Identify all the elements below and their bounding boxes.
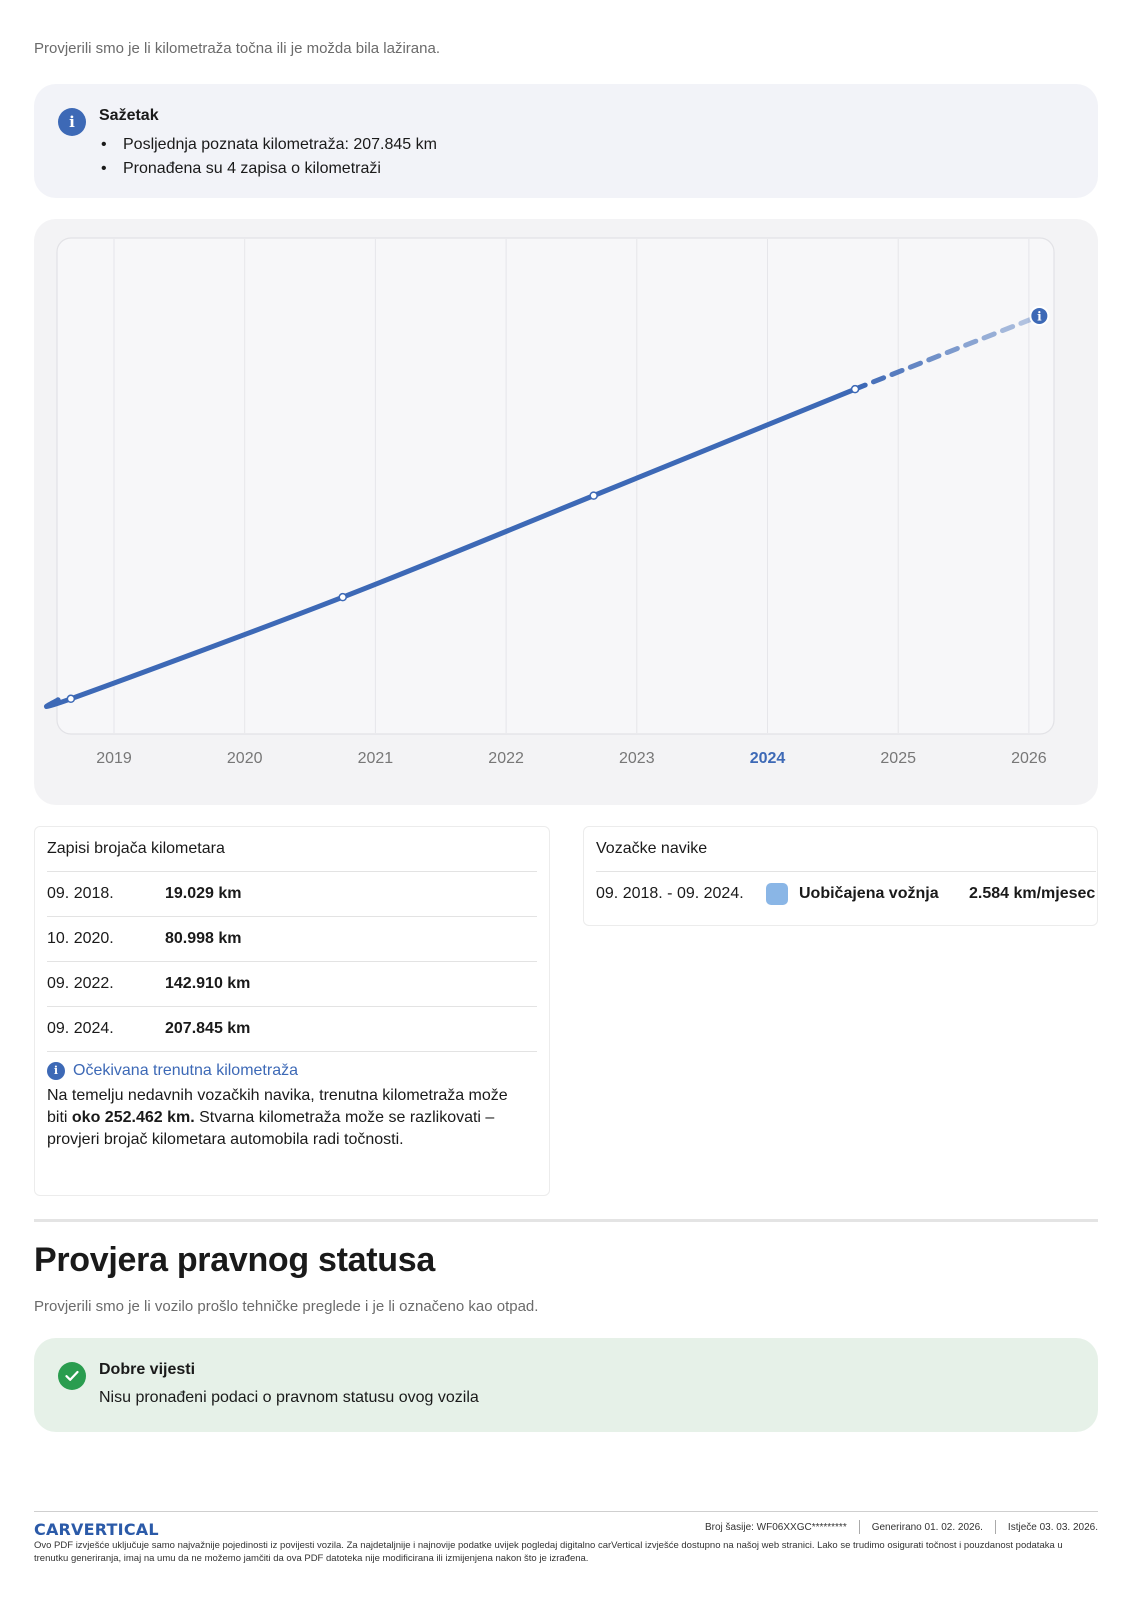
x-tick-label: 2024: [750, 750, 786, 767]
projection-segment: [907, 360, 923, 370]
record-date: 09. 2022.: [47, 975, 114, 992]
driving-habits-card: Vozačke navike 09. 2018. - 09. 2024. Uob…: [583, 826, 1098, 926]
good-news-box: Dobre vijesti Nisu pronađeni podaci o pr…: [34, 1338, 1098, 1432]
data-points: i: [66, 305, 1050, 704]
legend-swatch: [766, 883, 788, 905]
expiry-date: Istječe 03. 03. 2026.: [1007, 1521, 1098, 1533]
good-news-text: Nisu pronađeni podaci o pravnom statusu …: [99, 1389, 479, 1406]
habits-row: 09. 2018. - 09. 2024. Uobičajena vožnja …: [596, 871, 1096, 916]
x-tick-label: 2022: [488, 750, 524, 767]
projection-segment: [1018, 316, 1034, 326]
section-divider: [34, 1219, 1098, 1222]
projection-segment: [870, 375, 887, 385]
summary-box: i Sažetak Posljednja poznata kilometraža…: [34, 84, 1098, 198]
projection-segment: [999, 324, 1016, 334]
x-tick-label: 2026: [1011, 750, 1047, 767]
records-title: Zapisi brojača kilometara: [47, 840, 225, 857]
record-km: 142.910 km: [165, 975, 251, 992]
divider: [47, 1051, 537, 1052]
expected-mileage-title: Očekivana trenutna kilometraža: [73, 1062, 298, 1079]
record-date: 10. 2020.: [47, 930, 114, 947]
data-point: [338, 592, 347, 602]
habits-title: Vozačke navike: [596, 840, 708, 857]
record-date: 09. 2024.: [47, 1020, 114, 1037]
vin-number: Broj šasije: WF06XXGC*********: [705, 1521, 847, 1533]
good-news-title: Dobre vijesti: [99, 1361, 196, 1378]
summary-item: Posljednja poznata kilometraža: 207.845 …: [99, 133, 437, 157]
grid-lines: [113, 239, 1030, 733]
x-tick-label: 2019: [96, 750, 132, 767]
odometer-records-card: Zapisi brojača kilometara 09. 2018. 19.0…: [34, 826, 550, 1196]
plot-area: [56, 237, 1055, 735]
projection-segment: [926, 353, 942, 363]
record-km: 19.029 km: [165, 885, 242, 902]
carvertical-logo: CARVERTICAL: [34, 1520, 159, 1539]
projection-segment: [981, 331, 997, 341]
expected-mileage-value: oko 252.462 km.: [71, 1109, 195, 1126]
projection-segment: [944, 346, 960, 356]
summary-list: Posljednja poznata kilometraža: 207.845 …: [99, 133, 437, 181]
generated-date: Generirano 01. 02. 2026.: [871, 1521, 983, 1533]
projection-segment: [963, 338, 979, 348]
data-point: [589, 491, 598, 500]
footer-divider: [34, 1511, 1098, 1512]
record-km: 207.845 km: [165, 1020, 251, 1037]
mileage-chart: i 2019 2020 2021 2022 2023 2024 2025 2026: [43, 237, 1055, 767]
mileage-chart-card: i 2019 2020 2021 2022 2023 2024 2025 2026: [34, 219, 1098, 805]
page-title: Provjera pravnog statusa: [34, 1241, 435, 1279]
expected-mileage-header: i Očekivana trenutna kilometraža: [47, 1062, 298, 1080]
data-point: [66, 694, 76, 704]
footer-disclaimer: Ovo PDF izvješće uključuje samo najvažni…: [34, 1540, 1063, 1564]
table-row: 09. 2024. 207.845 km: [47, 1006, 537, 1051]
x-tick-label: 2025: [880, 750, 916, 767]
check-icon: [58, 1362, 86, 1390]
x-tick-label: 2020: [227, 750, 263, 767]
habits-label: Uobičajena vožnja: [799, 885, 939, 902]
habits-rate: 2.584 km/mjesec: [969, 885, 1096, 902]
expected-mileage-text: Na temelju nedavnih vozačkih navika, tre…: [47, 1087, 508, 1148]
info-icon: i: [47, 1062, 65, 1080]
projection-segment: [889, 367, 905, 377]
projection-info-icon: [1029, 305, 1050, 326]
x-tick-label: 2021: [358, 750, 394, 767]
x-tick-label: 2023: [619, 750, 655, 767]
table-row: 09. 2022. 142.910 km: [47, 961, 537, 1006]
info-icon: i: [58, 108, 86, 136]
data-point: [850, 384, 860, 394]
record-date: 09. 2018.: [47, 885, 114, 902]
info-icon-glyph: i: [1037, 309, 1042, 323]
legal-subtitle: Provjerili smo je li vozilo prošlo tehni…: [34, 1298, 539, 1315]
habits-period: 09. 2018. - 09. 2024.: [596, 885, 744, 902]
footer-meta: Broj šasije: WF06XXGC********* Generiran…: [705, 1520, 1098, 1534]
section-intro-text: Provjerili smo je li kilometraža točna i…: [34, 40, 440, 57]
record-km: 80.998 km: [165, 930, 242, 947]
summary-item: Pronađena su 4 zapisa o kilometraži: [99, 157, 437, 181]
table-row: 09. 2018. 19.029 km: [47, 871, 537, 916]
x-axis-ticks: 2019 2020 2021 2022 2023 2024 2025 2026: [96, 750, 1047, 767]
summary-title: Sažetak: [99, 107, 159, 124]
table-row: 10. 2020. 80.998 km: [47, 916, 537, 961]
